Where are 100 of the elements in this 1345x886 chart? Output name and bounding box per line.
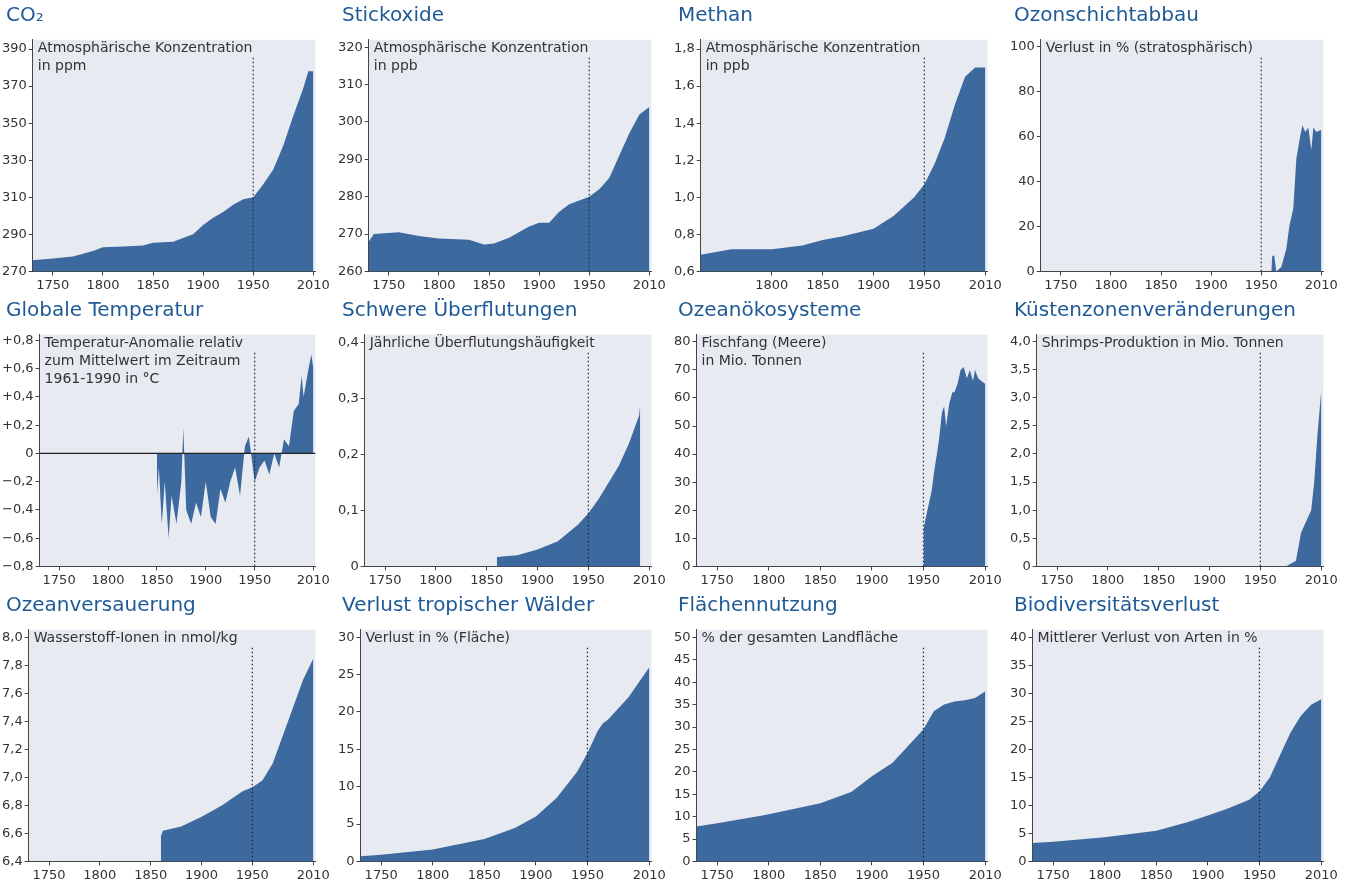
y-tick-label: 10: [1010, 796, 1027, 812]
y-tick-label: 6,8: [1, 796, 23, 812]
x-tick-label: 1950: [571, 571, 605, 587]
x-tick-label: 1800: [752, 571, 786, 587]
x-tick-label: 1800: [1088, 866, 1122, 882]
y-tick-label: 60: [674, 389, 691, 405]
x-tick-label: 2010: [968, 866, 1002, 882]
x-tick-label: 1800: [422, 276, 456, 292]
x-tick-label: 1750: [372, 276, 406, 292]
y-tick-label: 80: [1018, 82, 1035, 98]
x-tick-label: 1900: [519, 866, 553, 882]
y-tick-label: +0,2: [1, 416, 34, 432]
y-tick-label: 7,2: [1, 740, 23, 756]
y-tick-label: 7,8: [1, 656, 23, 672]
y-tick-label: 80: [674, 333, 691, 349]
chart-title: Küstenzonenveränderungen: [1013, 296, 1297, 323]
x-tick-label: 1950: [906, 866, 941, 882]
annotation: Atmosphärische Konzentration in ppm: [37, 39, 253, 74]
x-tick-label: 1900: [520, 571, 555, 587]
x-tick-label: 1900: [184, 866, 219, 882]
y-tick-label: 1,2: [673, 151, 695, 167]
y-tick-label: 20: [1010, 740, 1027, 756]
y-tick-label: 1,0: [1009, 501, 1031, 517]
y-tick-label: 310: [337, 76, 363, 91]
y-tick-label: 7,4: [1, 712, 23, 728]
y-tick-label: 370: [1, 77, 27, 93]
x-tick-label: 1850: [467, 866, 501, 882]
y-tick-label: 100: [1009, 37, 1035, 53]
annotation: Verlust in % (Fläche): [365, 629, 510, 646]
x-tick-label: 1900: [1192, 571, 1227, 587]
y-tick-label: 35: [674, 695, 691, 711]
y-tick-label: 290: [1, 225, 27, 241]
y-tick-label: 260: [337, 262, 363, 278]
y-tick-label: 0: [25, 444, 34, 460]
x-tick-label: 1900: [856, 276, 891, 292]
y-tick-label: 30: [674, 473, 691, 489]
y-tick-label: 35: [1010, 656, 1027, 672]
x-tick-label: 1950: [906, 571, 941, 587]
y-tick-label: 10: [674, 529, 691, 545]
annotation: Verlust in % (stratosphärisch): [1045, 39, 1253, 56]
y-tick-label: 30: [674, 718, 691, 734]
y-tick-label: 270: [337, 225, 363, 241]
y-tick-label: −0,2: [1, 473, 34, 489]
annotation: Atmosphärische Konzentration in ppb: [705, 39, 921, 74]
chart-title: Stickoxide: [341, 1, 445, 28]
x-tick-label: 1950: [236, 276, 270, 292]
y-tick-label: 5: [346, 815, 355, 831]
y-tick-label: 6,6: [1, 824, 23, 840]
y-tick-label: 15: [1010, 768, 1027, 784]
chart-title: Ozeanökosysteme: [677, 296, 863, 323]
y-tick-label: 40: [1018, 172, 1035, 188]
y-tick-label: 2,5: [1009, 417, 1031, 433]
y-tick-label: 60: [1018, 127, 1035, 143]
y-tick-label: 0,2: [337, 445, 359, 461]
x-tick-label: 1950: [1243, 571, 1277, 587]
x-tick-label: 1950: [570, 866, 605, 882]
y-tick-label: 290: [337, 150, 363, 166]
x-tick-label: 1750: [32, 866, 66, 882]
y-tick-label: 2,0: [1009, 445, 1031, 461]
y-tick-label: 15: [338, 740, 355, 756]
x-tick-label: 2010: [632, 276, 666, 292]
x-tick-label: 1800: [83, 866, 117, 882]
y-tick-label: 30: [1010, 684, 1027, 700]
chart-title: CO₂: [5, 1, 45, 28]
annotation: Temperatur-Anomalie relativ zum Mittelwert im Zeitraum 1961-1990 in °C: [43, 334, 244, 387]
x-tick-label: 1850: [1142, 571, 1176, 587]
x-tick-label: 1950: [235, 866, 269, 882]
y-tick-label: 280: [337, 188, 363, 204]
y-tick-label: 0,5: [1009, 529, 1031, 545]
x-tick-label: 1750: [36, 276, 70, 292]
annotation: Jährliche Überflutungshäufigkeit: [368, 333, 596, 351]
x-tick-label: 1850: [136, 276, 170, 292]
x-tick-label: 1850: [803, 571, 837, 587]
x-tick-label: 1950: [1244, 276, 1278, 292]
x-tick-label: 2010: [296, 571, 330, 587]
x-tick-label: 1850: [803, 866, 837, 882]
x-tick-label: 2010: [632, 866, 666, 882]
x-tick-label: 1900: [189, 571, 223, 587]
x-tick-label: 2010: [632, 571, 666, 587]
y-tick-label: 0: [1022, 557, 1031, 573]
y-tick-label: 7,6: [1, 684, 23, 700]
y-tick-label: 70: [674, 361, 691, 377]
x-tick-label: 1800: [1094, 276, 1128, 292]
y-tick-label: +0,4: [1, 388, 34, 404]
x-tick-label: 2010: [968, 276, 1002, 292]
y-tick-label: 25: [674, 740, 691, 756]
y-tick-label: 40: [674, 673, 691, 689]
chart-title: Globale Temperatur: [5, 296, 205, 323]
x-tick-label: 1750: [368, 571, 402, 587]
x-tick-label: 1850: [470, 571, 504, 587]
x-tick-label: 2010: [296, 276, 330, 292]
y-tick-label: 0,3: [337, 389, 359, 405]
chart-title: Verlust tropischer Wälder: [341, 591, 596, 618]
y-tick-label: 40: [1010, 629, 1027, 645]
x-tick-label: 1750: [42, 571, 76, 587]
y-tick-label: 10: [338, 778, 355, 794]
y-tick-label: 0: [682, 557, 691, 573]
y-tick-label: 50: [674, 417, 691, 433]
x-tick-label: 2010: [296, 866, 330, 882]
y-tick-label: 0: [682, 852, 691, 868]
